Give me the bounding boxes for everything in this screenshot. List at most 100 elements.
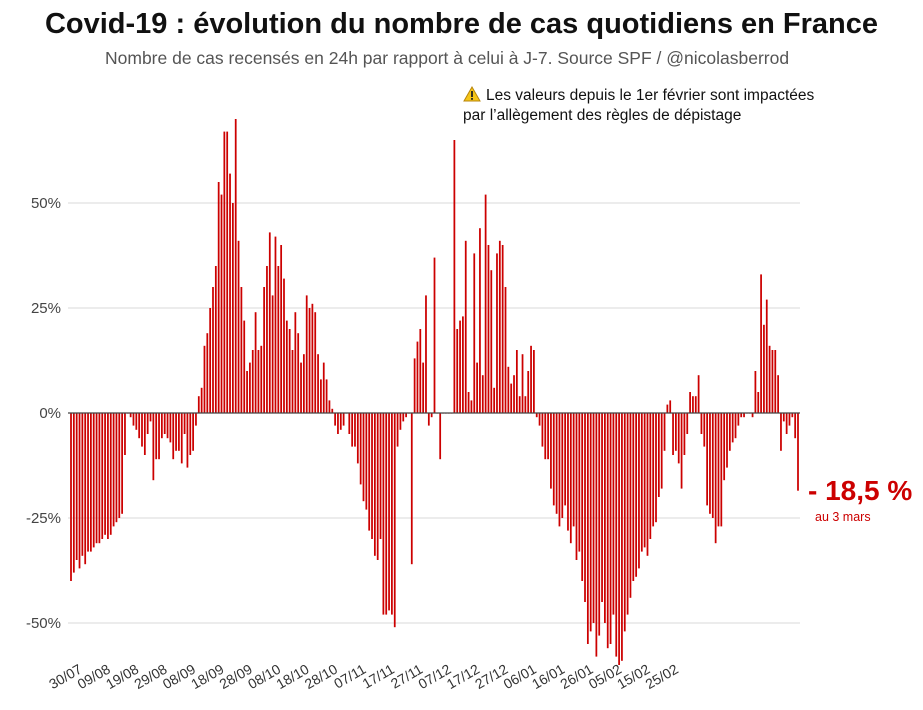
bar bbox=[257, 350, 260, 413]
bar bbox=[240, 287, 243, 413]
bar bbox=[586, 413, 589, 644]
bar bbox=[782, 413, 785, 422]
bar bbox=[711, 413, 714, 518]
bar bbox=[763, 324, 765, 413]
bar bbox=[467, 392, 470, 413]
x-tick-label: 25/02 bbox=[643, 661, 682, 692]
bar bbox=[535, 413, 538, 418]
bar bbox=[169, 413, 172, 443]
bar bbox=[146, 413, 149, 434]
bar bbox=[121, 413, 123, 514]
bar bbox=[643, 413, 646, 548]
bar bbox=[481, 375, 484, 413]
bar bbox=[626, 413, 629, 615]
bar bbox=[771, 350, 774, 413]
bar bbox=[575, 413, 578, 560]
bar bbox=[220, 194, 223, 413]
bar bbox=[572, 413, 575, 527]
bar bbox=[203, 345, 206, 413]
bar bbox=[780, 413, 782, 451]
bar bbox=[589, 413, 592, 632]
bar bbox=[192, 413, 194, 451]
bar bbox=[260, 345, 263, 413]
bar bbox=[609, 413, 612, 644]
bar bbox=[251, 350, 254, 413]
bar bbox=[419, 329, 422, 413]
latest-value-label: - 18,5 % bbox=[808, 475, 913, 506]
bar bbox=[723, 413, 726, 481]
bar bbox=[550, 413, 552, 489]
bar bbox=[604, 413, 606, 623]
bar bbox=[598, 413, 601, 636]
bar bbox=[530, 345, 532, 413]
bar bbox=[757, 392, 760, 413]
bar bbox=[592, 413, 595, 623]
bar bbox=[706, 413, 708, 506]
bar bbox=[595, 413, 598, 657]
bar bbox=[263, 287, 265, 413]
bar bbox=[487, 245, 490, 413]
bar bbox=[692, 396, 694, 413]
bar bbox=[547, 413, 549, 460]
bar bbox=[564, 413, 567, 506]
bar bbox=[195, 413, 197, 426]
note-line-2: par l’allègement des règles de dépistage bbox=[463, 107, 742, 124]
bar bbox=[107, 413, 109, 539]
bar bbox=[496, 253, 498, 413]
bar bbox=[538, 413, 541, 426]
bar bbox=[118, 413, 121, 518]
bar bbox=[70, 413, 72, 581]
bar bbox=[385, 413, 388, 615]
bar bbox=[271, 295, 274, 413]
y-tick-label: -50% bbox=[26, 615, 61, 632]
bar bbox=[646, 413, 649, 556]
bar bbox=[657, 413, 660, 497]
bar bbox=[200, 387, 203, 413]
bar bbox=[413, 358, 416, 413]
bar bbox=[621, 413, 623, 661]
bar bbox=[365, 413, 368, 510]
bar bbox=[669, 400, 672, 413]
bar bbox=[527, 371, 530, 413]
bar bbox=[84, 413, 87, 565]
bar bbox=[504, 287, 507, 413]
bar bbox=[351, 413, 354, 447]
bar bbox=[314, 312, 317, 413]
bar bbox=[422, 362, 425, 413]
bar bbox=[141, 413, 143, 447]
bar bbox=[152, 413, 155, 481]
bar bbox=[425, 295, 427, 413]
bar bbox=[479, 228, 481, 413]
bar bbox=[774, 350, 777, 413]
y-tick-label: 25% bbox=[31, 300, 61, 317]
bar bbox=[143, 413, 146, 455]
bar bbox=[618, 413, 620, 665]
bar bbox=[410, 413, 413, 565]
bar bbox=[183, 413, 186, 434]
bar bbox=[339, 413, 342, 430]
bar bbox=[81, 413, 84, 556]
bar bbox=[686, 413, 689, 434]
bar bbox=[709, 413, 711, 514]
bar bbox=[160, 413, 163, 439]
bar bbox=[129, 413, 132, 418]
bar bbox=[311, 303, 314, 413]
bar bbox=[697, 375, 700, 413]
bar bbox=[209, 308, 212, 413]
bar bbox=[320, 379, 322, 413]
bar bbox=[92, 413, 95, 548]
bar bbox=[777, 375, 779, 413]
bar bbox=[731, 413, 734, 443]
bar bbox=[308, 308, 311, 413]
bar bbox=[124, 413, 126, 455]
bar bbox=[379, 413, 382, 539]
bar bbox=[717, 413, 720, 527]
bar bbox=[493, 387, 496, 413]
bar bbox=[317, 354, 319, 413]
bar bbox=[660, 413, 663, 489]
bar bbox=[714, 413, 717, 544]
bar bbox=[155, 413, 158, 460]
bar bbox=[700, 413, 703, 434]
bar bbox=[601, 413, 603, 602]
bar bbox=[652, 413, 655, 527]
